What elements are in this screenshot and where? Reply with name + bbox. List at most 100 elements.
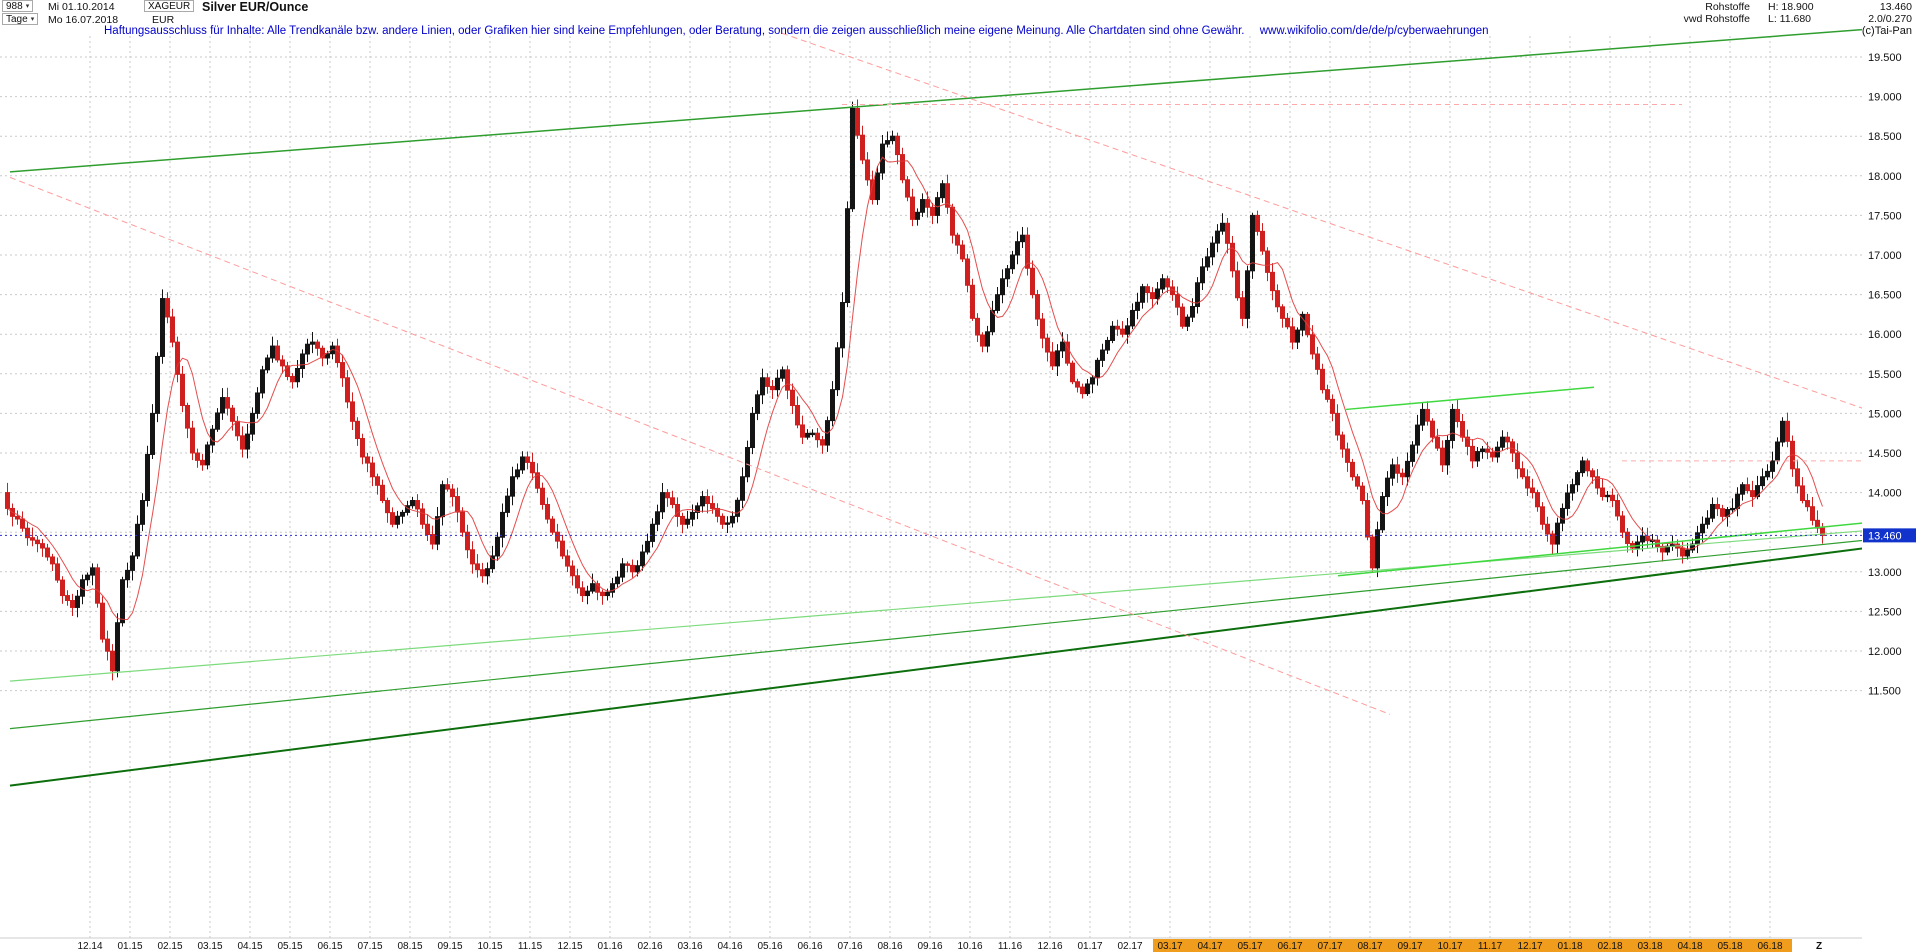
trendline-upper-channel — [9, 28, 1862, 173]
end-marker[interactable]: Z — [1816, 941, 1822, 952]
svg-text:17.500: 17.500 — [1868, 210, 1902, 222]
x-axis-label: 05.15 — [277, 941, 302, 952]
grid — [0, 36, 1862, 938]
symbol-text: XAGEUR — [148, 0, 191, 12]
timeframe-value: Tage — [6, 13, 28, 25]
trendlines — [9, 28, 1862, 787]
plot-area — [0, 28, 1862, 938]
svg-text:12.000: 12.000 — [1868, 646, 1902, 658]
svg-text:13.460: 13.460 — [1868, 530, 1902, 542]
x-axis-label: 05.18 — [1717, 941, 1742, 952]
x-axis-label: 06.15 — [317, 941, 342, 952]
x-axis-label: 02.18 — [1597, 941, 1622, 952]
chart-start-date: Mi 01.10.2014 — [48, 1, 115, 13]
x-axis-label: 08.16 — [877, 941, 902, 952]
x-axis-label: 07.17 — [1317, 941, 1342, 952]
trendline-recent-resistance — [1345, 386, 1595, 411]
candlesticks — [5, 99, 1825, 681]
svg-text:17.000: 17.000 — [1868, 250, 1902, 262]
x-axis-label: 05.17 — [1237, 941, 1262, 952]
svg-text:15.000: 15.000 — [1868, 408, 1902, 420]
x-axis-label: 11.16 — [998, 941, 1023, 952]
x-axis-label: 04.17 — [1197, 941, 1222, 952]
x-axis-label: 11.15 — [518, 941, 543, 952]
disclaimer-text: Haftungsausschluss für Inhalte: Alle Tre… — [104, 25, 1245, 37]
x-axis-label: 04.16 — [717, 941, 742, 952]
trendline-main-support — [9, 547, 1862, 787]
x-axis-label: 06.18 — [1757, 941, 1782, 952]
feed-name-2: vwd Rohstoffe — [1683, 13, 1750, 25]
x-axis-label: 01.16 — [597, 941, 622, 952]
x-axis-label: 09.15 — [437, 941, 462, 952]
svg-text:18.000: 18.000 — [1868, 171, 1902, 183]
chevron-down-icon: ▾ — [25, 2, 30, 10]
x-axis-label: 08.15 — [397, 941, 422, 952]
svg-text:14.000: 14.000 — [1868, 488, 1902, 500]
wikifolio-link[interactable]: www.wikifolio.com/de/de/p/cyberwaehrunge… — [1259, 25, 1489, 37]
quote-info-row-1: Rohstoffe H: 18.900 13.460 — [1640, 1, 1912, 13]
x-axis-label: 06.17 — [1277, 941, 1302, 952]
x-axis-label: 09.17 — [1397, 941, 1422, 952]
chart-header: 988 ▾ Tage ▾ Mi 01.10.2014 Mo 16.07.2018… — [0, 0, 1916, 38]
x-axis-label: 07.16 — [837, 941, 862, 952]
ma-line — [7, 156, 1823, 621]
x-axis-labels: 12.14 01.15 02.15 03.15 04.15 05.15 06.15 07.15… — [77, 941, 1782, 952]
svg-text:13.000: 13.000 — [1868, 567, 1902, 579]
trendline-recent-support — [1337, 522, 1862, 577]
bar-count-value: 988 — [6, 0, 23, 12]
x-axis-label: 01.18 — [1557, 941, 1582, 952]
disclaimer-row: Haftungsausschluss für Inhalte: Alle Tre… — [104, 25, 1489, 37]
x-axis-label: 03.16 — [677, 941, 702, 952]
svg-text:16.500: 16.500 — [1868, 290, 1902, 302]
x-axis-highlight-strip — [1153, 939, 1792, 952]
current-price-tag: 13.460 — [1863, 528, 1916, 543]
x-axis-label: 11.17 — [1478, 941, 1503, 952]
x-axis-label: 10.17 — [1437, 941, 1462, 952]
currency-code: EUR — [152, 14, 175, 26]
svg-text:19.500: 19.500 — [1868, 52, 1902, 64]
chart-end-date: Mo 16.07.2018 — [48, 14, 119, 26]
x-axis-label: 03.17 — [1157, 941, 1182, 952]
x-axis-label: 12.15 — [557, 941, 582, 952]
x-axis-label: 04.18 — [1677, 941, 1702, 952]
x-axis-label: 02.16 — [637, 941, 662, 952]
x-axis-label: 06.16 — [797, 941, 822, 952]
x-axis-label: 04.15 — [237, 941, 262, 952]
trendline-mid-support — [9, 539, 1862, 730]
svg-text:11.500: 11.500 — [1868, 686, 1901, 698]
feed-name: Rohstoffe — [1705, 1, 1750, 13]
y-axis-labels: 19.500 19.000 18.500 18.000 17.500 17.000 16.5… — [1868, 52, 1902, 698]
x-axis-label: 12.16 — [1037, 941, 1062, 952]
last-price: 13.460 — [1879, 1, 1912, 13]
timeframe-dropdown[interactable]: Tage ▾ — [2, 13, 39, 25]
x-axis-label: 07.15 — [357, 941, 382, 952]
copyright-label: (c)Tai-Pan — [1861, 25, 1912, 37]
x-axis-label: 08.17 — [1357, 941, 1382, 952]
svg-text:14.500: 14.500 — [1868, 448, 1902, 460]
x-axis-label: 03.15 — [197, 941, 222, 952]
x-axis-label: 01.15 — [117, 941, 142, 952]
trendline-downtrend-from-high — [781, 32, 1862, 409]
instrument-title: Silver EUR/Ounce — [202, 0, 309, 14]
x-axis-label: 03.18 — [1637, 941, 1662, 952]
x-axis-label: 10.16 — [957, 941, 982, 952]
x-axis-label: 10.15 — [477, 941, 502, 952]
quote-info-row-2: vwd Rohstoffe L: 11.680 2.0/0.270 — [1640, 13, 1912, 25]
symbol-code: XAGEUR — [144, 0, 195, 12]
x-axis-label: 02.17 — [1117, 941, 1142, 952]
chevron-down-icon: ▾ — [30, 15, 35, 23]
x-axis-label: 12.14 — [77, 941, 102, 952]
trendline-lower-support-light — [9, 530, 1862, 682]
svg-text:18.500: 18.500 — [1868, 131, 1902, 143]
x-axis-label: 02.15 — [157, 941, 182, 952]
period-high: H: 18.900 — [1768, 1, 1814, 13]
bar-count-dropdown[interactable]: 988 ▾ — [2, 0, 34, 12]
svg-text:15.500: 15.500 — [1868, 369, 1902, 381]
trendline-downtrend-long — [9, 176, 1391, 715]
svg-text:16.000: 16.000 — [1868, 329, 1902, 341]
x-axis-label: 12.17 — [1517, 941, 1542, 952]
x-axis-label: 09.16 — [917, 941, 942, 952]
x-axis-label: 05.16 — [757, 941, 782, 952]
